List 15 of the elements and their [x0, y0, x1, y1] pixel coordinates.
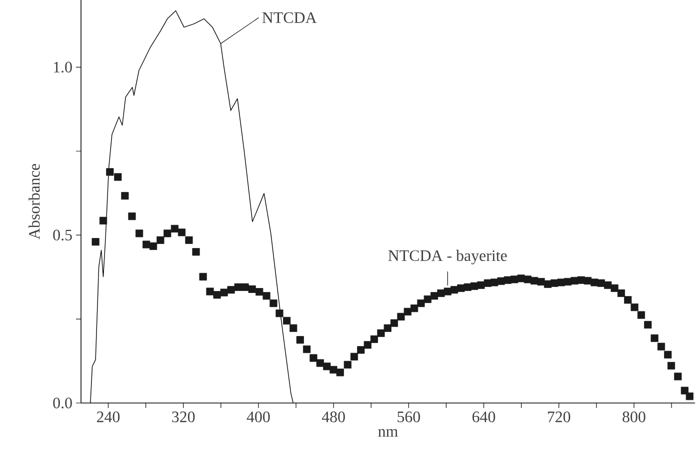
x-tick-label: 640: [472, 412, 496, 422]
x-tick-label: 560: [398, 412, 420, 422]
text: NTCDA: [262, 12, 317, 24]
y-tick-label: 0.5: [53, 230, 72, 240]
x-tick-label: 720: [548, 412, 570, 422]
x-tick-label: 320: [172, 412, 195, 422]
series-label: NTCDA - bayerite: [388, 250, 507, 264]
x-axis-title: nm: [378, 429, 398, 437]
x-tick-label: 480: [322, 412, 345, 422]
y-tick-label: 0.0: [53, 398, 72, 408]
y-tick-label: 1.0: [54, 62, 72, 73]
x-tick-label: 240: [96, 412, 120, 422]
y-axis-title: Absorbance: [28, 164, 40, 240]
x-tick-label: 400: [246, 412, 270, 422]
x-tick-label: 800: [622, 412, 646, 422]
